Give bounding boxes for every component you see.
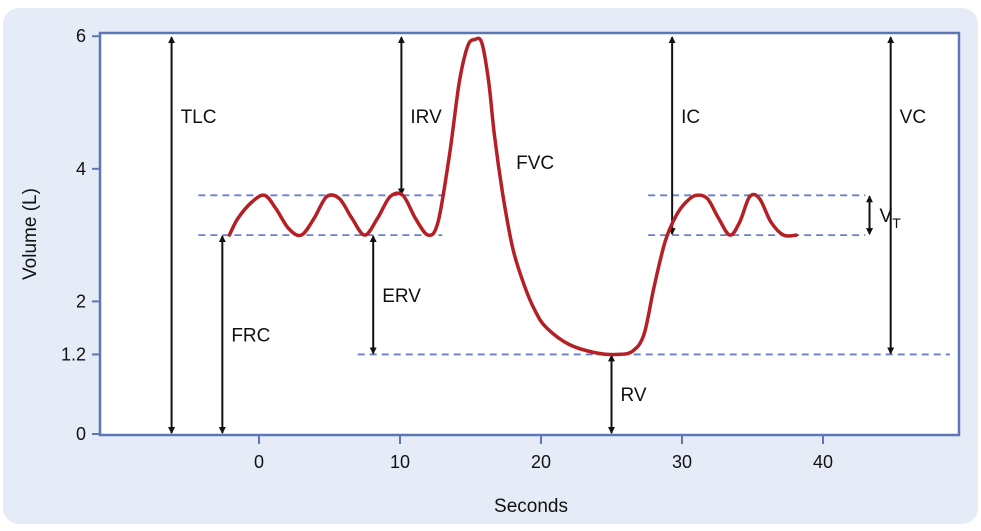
x-tick-label: 10 bbox=[390, 452, 410, 472]
x-axis: 0 10 20 30 40 bbox=[254, 435, 833, 472]
x-tick-label: 30 bbox=[672, 452, 692, 472]
annotation-label-vc: VC bbox=[900, 107, 926, 128]
y-tick-label: 6 bbox=[76, 26, 86, 46]
volume-curve bbox=[227, 36, 798, 357]
x-tick-label: 40 bbox=[813, 452, 833, 472]
annotation-label-ic: IC bbox=[681, 107, 700, 128]
annotation-label-rv: RV bbox=[621, 385, 647, 406]
y-axis-label: Volume (L) bbox=[20, 188, 41, 280]
x-axis-label: Seconds bbox=[494, 496, 568, 517]
annotation-label-frc: FRC bbox=[231, 326, 270, 347]
annotation-subscript-vt: T bbox=[892, 215, 901, 231]
annotation-label-tlc: TLC bbox=[181, 107, 217, 128]
annotation-label-fvc: FVC bbox=[516, 153, 554, 174]
annotation-label-erv: ERV bbox=[382, 286, 421, 307]
annotation-label-irv: IRV bbox=[410, 107, 442, 128]
plot-area bbox=[98, 31, 961, 437]
y-axis: 0 1.2 2 4 6 bbox=[61, 26, 100, 444]
x-tick-label: 20 bbox=[531, 452, 551, 472]
y-tick-label: 1.2 bbox=[61, 344, 86, 364]
y-tick-label: 2 bbox=[76, 291, 86, 311]
y-tick-label: 4 bbox=[76, 159, 86, 179]
x-tick-label: 0 bbox=[254, 452, 264, 472]
y-tick-label: 0 bbox=[76, 424, 86, 444]
